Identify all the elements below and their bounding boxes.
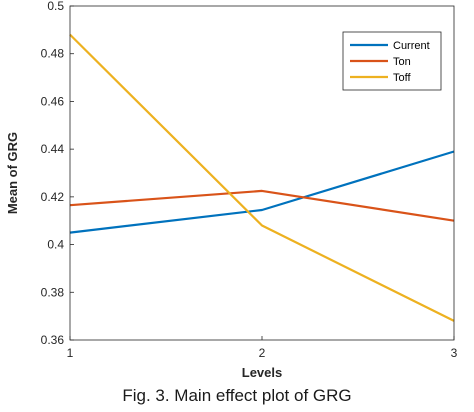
y-tick-label: 0.46 bbox=[41, 94, 65, 108]
legend-items: Current Ton Toff bbox=[350, 40, 430, 84]
series-line-toff bbox=[69, 33, 455, 322]
x-tick-label: 1 bbox=[67, 346, 74, 360]
y-tick-label: 0.4 bbox=[47, 238, 64, 252]
y-axis-label: Mean of GRG bbox=[5, 132, 20, 214]
legend-label-current: Current bbox=[393, 40, 430, 52]
y-tick-label: 0.36 bbox=[41, 333, 65, 347]
legend: Current Ton Toff bbox=[342, 31, 442, 91]
y-tick-label: 0.5 bbox=[47, 0, 64, 13]
x-axis-label: Levels bbox=[242, 365, 282, 380]
series-layer bbox=[69, 33, 455, 322]
y-tick-label: 0.38 bbox=[41, 285, 65, 299]
y-tick-label: 0.44 bbox=[41, 142, 65, 156]
main-effect-chart: 0.36 0.38 0.4 0.42 0.44 0.46 0.48 0.5 1 2 3 Levels… bbox=[5, 0, 458, 380]
series-line-ton bbox=[69, 189, 455, 222]
legend-label-toff: Toff bbox=[393, 72, 411, 84]
legend-label-ton: Ton bbox=[393, 56, 411, 68]
x-tick-label: 3 bbox=[451, 346, 458, 360]
ticks-layer: 0.36 0.38 0.4 0.42 0.44 0.46 0.48 0.5 1 2 3 bbox=[41, 0, 458, 360]
x-tick-label: 2 bbox=[259, 346, 266, 360]
y-tick-label: 0.48 bbox=[41, 47, 65, 61]
series-line-current bbox=[69, 150, 455, 234]
figure-caption: Fig. 3. Main effect plot of GRG bbox=[122, 386, 352, 405]
y-tick-label: 0.42 bbox=[41, 190, 65, 204]
